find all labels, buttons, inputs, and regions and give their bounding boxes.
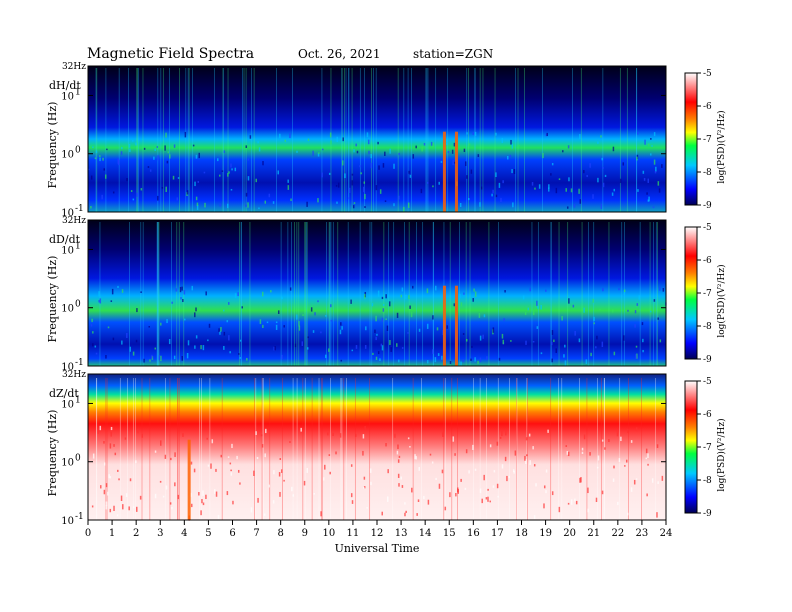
x-tick-label: 3 — [157, 528, 163, 539]
y-axis-label: Frequency (Hz) — [46, 410, 59, 497]
spectrogram-image — [88, 374, 666, 520]
colorbar-tick-label: -6 — [703, 102, 712, 112]
x-tick-label: 20 — [563, 528, 576, 539]
x-axis-label: Universal Time — [335, 542, 420, 555]
freq-max-label: 32Hz — [62, 370, 86, 380]
figure-date: Oct. 26, 2021 — [298, 47, 380, 61]
panel-frame — [87, 219, 667, 367]
y-tick-exponent: 0 — [75, 146, 81, 156]
x-tick-label: 16 — [467, 528, 480, 539]
y-tick-label: 10 — [61, 91, 74, 102]
spike-mark — [454, 285, 458, 366]
x-tick-label: 13 — [395, 528, 408, 539]
y-tick-label: 10 — [61, 304, 74, 315]
impulse-lines — [99, 222, 658, 366]
colorbar-tick-label: -7 — [703, 443, 712, 453]
impulse-lines — [95, 68, 638, 212]
time-axis: 0 1 2 3 4 5 6 7 8 9 10 11 12 13 14 15 16 17 18 19 20 21 22 23 24 — [85, 520, 673, 539]
colorbar-tick-label: -6 — [703, 256, 712, 266]
colorbar — [684, 226, 698, 360]
x-tick-label: 21 — [587, 528, 600, 539]
colorbar-tick-label: -8 — [703, 476, 712, 486]
panel-name: dH/dt — [49, 79, 81, 92]
x-tick-label: 4 — [181, 528, 187, 539]
y-tick-exponent: 0 — [75, 300, 81, 310]
panel-name: dZ/dt — [49, 387, 79, 400]
y-tick-label: 10 — [61, 208, 74, 219]
spike-mark — [442, 131, 446, 212]
y-axis-label: Frequency (Hz) — [46, 256, 59, 343]
x-tick-label: 0 — [85, 528, 91, 539]
y-tick-exponent: 1 — [75, 241, 81, 251]
x-tick-label: 6 — [229, 528, 235, 539]
y-axis-label: Frequency (Hz) — [46, 102, 59, 189]
y-tick-exponent: 0 — [75, 454, 81, 464]
y-tick-exponent: 1 — [75, 395, 81, 405]
x-tick-label: 9 — [302, 528, 308, 539]
colorbar-label: log(PSD)(V²/Hz) — [716, 418, 727, 491]
x-tick-label: 11 — [347, 528, 360, 539]
y-tick-label: 10 — [61, 150, 74, 161]
colorbar — [684, 72, 698, 206]
y-tick-exponent: -1 — [75, 512, 84, 522]
freq-max-label: 32Hz — [62, 216, 86, 226]
x-tick-label: 18 — [515, 528, 528, 539]
freq-max-label: 32Hz — [62, 62, 86, 72]
x-tick-label: 15 — [443, 528, 456, 539]
y-tick-label: 10 — [61, 516, 74, 527]
x-tick-label: 7 — [253, 528, 259, 539]
spectrogram-image — [88, 220, 666, 366]
spike-mark — [442, 285, 446, 366]
x-tick-label: 14 — [419, 528, 432, 539]
impulse-lines — [95, 378, 657, 520]
colorbar-tick-label: -9 — [703, 355, 712, 365]
y-tick-exponent: -1 — [75, 204, 84, 214]
spike-mark — [187, 439, 191, 520]
colorbar-tick-label: -9 — [703, 201, 712, 211]
colorbar-label: log(PSD)(V²/Hz) — [716, 110, 727, 183]
y-tick-exponent: 1 — [75, 87, 81, 97]
colorbar-tick-label: -6 — [703, 410, 712, 420]
x-tick-label: 24 — [660, 528, 673, 539]
figure-station: station=ZGN — [413, 47, 493, 61]
y-tick-label: 10 — [61, 399, 74, 410]
x-tick-label: 1 — [109, 528, 115, 539]
panel-name: dD/dt — [49, 233, 81, 246]
figure-title: Magnetic Field Spectra — [87, 46, 254, 62]
colorbar-tick-label: -5 — [703, 377, 712, 387]
y-tick-label: 10 — [61, 458, 74, 469]
colorbar-label: log(PSD)(V²/Hz) — [716, 264, 727, 337]
x-tick-label: 22 — [611, 528, 624, 539]
x-tick-label: 2 — [133, 528, 139, 539]
colorbar-tick-label: -7 — [703, 289, 712, 299]
colorbar — [684, 380, 698, 514]
x-tick-label: 23 — [636, 528, 649, 539]
x-tick-label: 8 — [277, 528, 283, 539]
y-tick-label: 10 — [61, 245, 74, 256]
colorbar-tick-label: -7 — [703, 135, 712, 145]
spike-mark — [454, 131, 458, 212]
colorbar-tick-label: -8 — [703, 322, 712, 332]
y-tick-label: 10 — [61, 362, 74, 373]
panel-frame — [87, 65, 667, 213]
x-tick-label: 12 — [371, 528, 384, 539]
colorbar-tick-label: -9 — [703, 509, 712, 519]
colorbar-tick-label: -5 — [703, 69, 712, 79]
x-tick-label: 17 — [491, 528, 504, 539]
x-tick-label: 19 — [539, 528, 552, 539]
y-tick-exponent: -1 — [75, 358, 84, 368]
colorbar-tick-label: -8 — [703, 168, 712, 178]
x-tick-label: 10 — [322, 528, 335, 539]
noise-speckle — [88, 131, 663, 212]
x-tick-label: 5 — [205, 528, 211, 539]
colorbar-tick-label: -5 — [703, 223, 712, 233]
